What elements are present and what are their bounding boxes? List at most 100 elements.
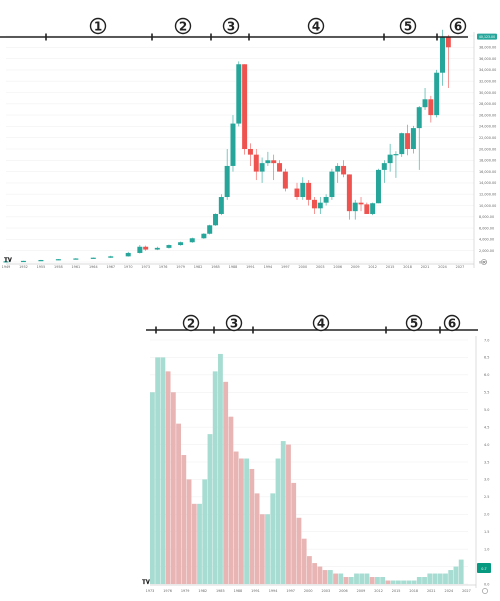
top-phase-marker-circle xyxy=(222,17,240,35)
bar xyxy=(375,577,380,584)
candle-body xyxy=(381,163,387,170)
candle-body xyxy=(329,171,335,198)
candle-body xyxy=(242,64,248,149)
bottom-x-tick-label: 1979 xyxy=(181,589,190,593)
bottom-phase-marker-label: 5 xyxy=(410,317,418,331)
candle-body xyxy=(247,149,253,155)
candle-body xyxy=(434,72,440,116)
bottom-x-tick-label: 1988 xyxy=(234,589,243,593)
top-y-tick-label: 6,000.00 xyxy=(479,226,494,230)
top-y-tick-label: 18,000.00 xyxy=(479,159,496,163)
bar xyxy=(369,577,375,584)
bar xyxy=(223,381,229,584)
top-y-tick-label: 14,000.00 xyxy=(479,181,496,185)
bar xyxy=(191,503,197,584)
bar xyxy=(233,451,239,584)
candle-body xyxy=(224,165,230,198)
bar xyxy=(286,444,291,584)
top-x-tick-label: 2003 xyxy=(316,265,325,269)
bar xyxy=(322,570,328,584)
bottom-x-tick-label: 1973 xyxy=(146,589,155,593)
bottom-x-tick-label: 2012 xyxy=(374,589,383,593)
bar xyxy=(197,503,202,584)
candle-body xyxy=(55,259,61,261)
bottom-x-tick-label: 2006 xyxy=(339,589,348,593)
top-current-value-label: 40,123.00 xyxy=(479,35,495,39)
bottom-y-tick-label: 4.5 xyxy=(484,425,489,429)
candle-body xyxy=(358,202,364,205)
candle-body xyxy=(218,197,224,214)
bottom-y-tick-label: 2.5 xyxy=(484,495,489,499)
top-x-tick-label: 1967 xyxy=(106,265,115,269)
top-x-tick-label: 1988 xyxy=(229,265,238,269)
bar xyxy=(259,514,265,584)
candle-body xyxy=(370,203,376,214)
bar xyxy=(212,371,218,584)
candle-body xyxy=(375,169,381,204)
top-y-tick-label: 38,000.00 xyxy=(479,46,496,50)
candle-body xyxy=(311,199,317,209)
bar xyxy=(181,455,187,584)
bar xyxy=(380,577,386,584)
bottom-y-tick-label: 3.5 xyxy=(484,460,489,464)
bar xyxy=(270,493,276,584)
bar xyxy=(422,577,427,584)
top-x-tick-label: 1976 xyxy=(159,265,168,269)
candle-body xyxy=(213,213,219,226)
bar xyxy=(458,559,464,584)
bar xyxy=(312,563,318,584)
bottom-current-value-badge xyxy=(477,563,491,573)
bar xyxy=(244,458,250,584)
bottom-y-tick-label: 1.5 xyxy=(484,530,489,534)
top-x-tick-label: 1970 xyxy=(124,265,133,269)
bar xyxy=(390,580,396,584)
candle-body xyxy=(207,225,213,234)
top-y-tick-label: 4,000.00 xyxy=(479,238,494,242)
bar xyxy=(275,458,281,584)
bar xyxy=(437,573,443,584)
top-y-tick-label: 24,000.00 xyxy=(479,125,496,129)
bottom-phase-marker-label: 2 xyxy=(187,317,195,331)
candle-body xyxy=(294,188,300,198)
candle-body xyxy=(364,204,370,214)
candle-body xyxy=(125,252,131,257)
top-y-tick-label: 26,000.00 xyxy=(479,113,496,117)
bottom-phase-marker-circle xyxy=(182,314,200,332)
bar xyxy=(301,538,307,584)
top-phase-marker-label: 3 xyxy=(227,20,235,34)
top-phase-marker-circle xyxy=(307,17,325,35)
bar xyxy=(443,573,448,584)
candle-body xyxy=(387,154,393,164)
candle-body xyxy=(416,107,422,129)
top-y-tick-label: 10,000.00 xyxy=(479,204,496,208)
bottom-y-tick-label: 7.0 xyxy=(484,338,489,342)
bottom-x-tick-label: 2015 xyxy=(392,589,401,593)
candle-body xyxy=(38,260,44,262)
top-y-tick-label: 0.00 xyxy=(479,260,487,264)
top-x-tick-label: 1997 xyxy=(281,265,290,269)
bar xyxy=(385,580,391,584)
top-y-tick-label: 8,000.00 xyxy=(479,215,494,219)
bottom-y-tick-label: 3.0 xyxy=(484,478,489,482)
settings-icon-bottom xyxy=(482,588,488,594)
bottom-phase-marker-label: 3 xyxy=(230,317,238,331)
bar xyxy=(207,434,213,584)
bottom-y-tick-label: 5.0 xyxy=(484,408,489,412)
tradingview-logo: 𝐓𝐕 xyxy=(4,257,13,264)
top-y-tick-label: 16,000.00 xyxy=(479,170,496,174)
top-x-tick-label: 2000 xyxy=(298,265,307,269)
bottom-x-tick-label: 2018 xyxy=(409,589,418,593)
bar xyxy=(265,514,270,584)
bar xyxy=(228,416,234,584)
top-phase-marker-label: 4 xyxy=(312,20,320,34)
bar xyxy=(338,573,344,584)
bottom-y-tick-label: 0.0 xyxy=(484,582,489,586)
bottom-phase-marker-circle xyxy=(312,314,330,332)
top-x-tick-label: 2012 xyxy=(368,265,377,269)
candle-body xyxy=(201,233,207,239)
bar xyxy=(427,573,433,584)
top-x-tick-label: 1952 xyxy=(19,265,28,269)
bar xyxy=(327,570,333,584)
candle-body xyxy=(108,256,114,258)
top-x-tick-label: 1982 xyxy=(194,265,203,269)
